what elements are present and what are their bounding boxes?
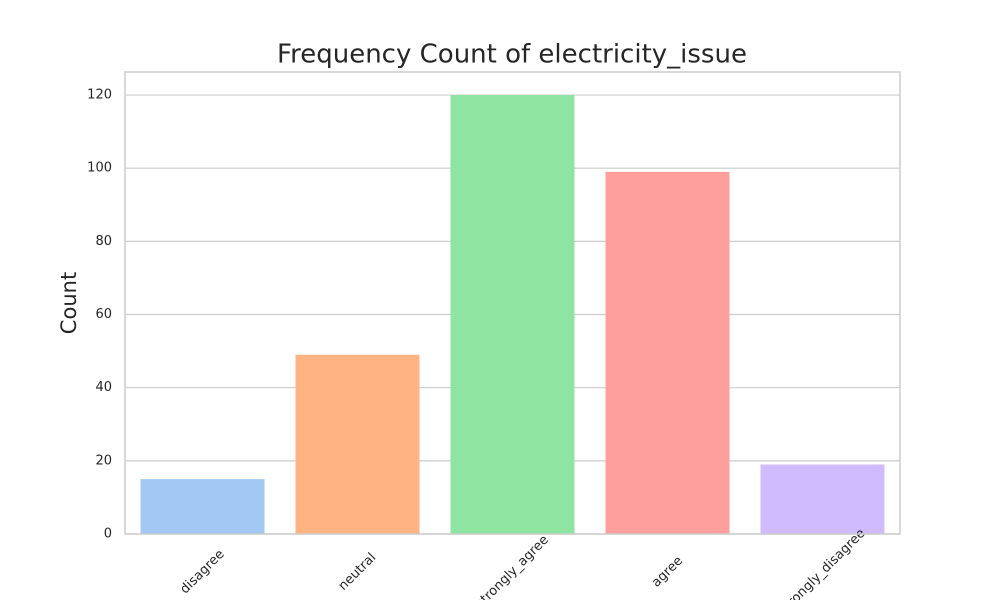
y-tick-label: 80	[95, 234, 112, 249]
bar	[450, 95, 575, 534]
x-tick-label: strongly_agree	[473, 533, 552, 600]
y-axis-label: Count	[57, 272, 81, 334]
y-tick-label: 100	[87, 161, 112, 176]
bar	[760, 464, 885, 534]
y-tick-label: 0	[104, 527, 112, 542]
bar	[295, 354, 420, 534]
y-tick-label: 120	[87, 88, 112, 103]
x-tick-label: disagree	[177, 547, 227, 597]
chart-title: Frequency Count of electricity_issue	[277, 40, 747, 70]
bar	[605, 171, 730, 534]
y-tick-label: 40	[95, 380, 112, 395]
y-tick-label: 60	[95, 307, 112, 322]
plot-frame	[124, 71, 901, 535]
x-tick-label: strongly_disagree	[777, 526, 869, 600]
y-tick-label: 20	[95, 453, 112, 468]
bar	[140, 479, 265, 534]
x-tick-label: neutral	[336, 550, 379, 593]
x-tick-label: agree	[649, 554, 686, 591]
